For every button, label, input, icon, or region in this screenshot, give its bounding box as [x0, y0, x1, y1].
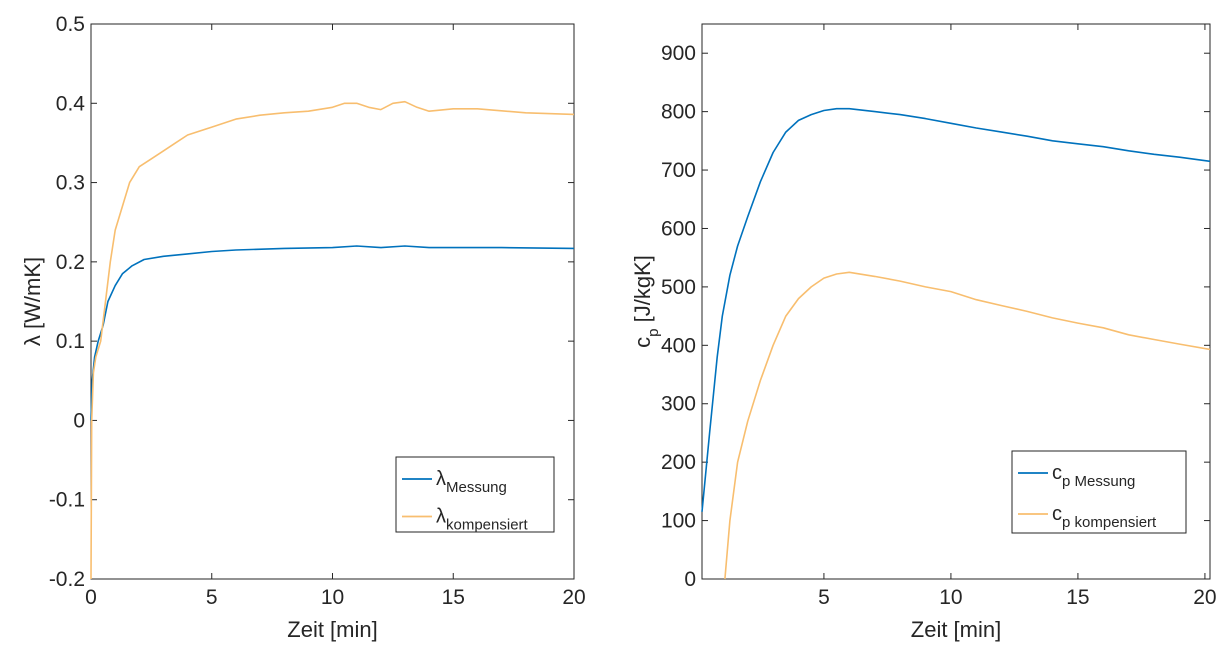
legend-box	[1011, 450, 1187, 534]
legend-entry-main: λ	[436, 468, 446, 490]
y-axis-label-unit: [J/kgK]	[630, 255, 655, 328]
y-tick-label: 0.5	[56, 13, 85, 36]
legend-entry-subscript: Messung	[446, 479, 507, 496]
x-tick-label: 20	[562, 586, 585, 609]
x-tick-label: 20	[1193, 586, 1216, 609]
y-tick-label: 400	[661, 334, 696, 357]
x-tick-label: 5	[818, 586, 830, 609]
y-tick-label: -0.2	[49, 568, 85, 591]
legend-entry-label: λMessung	[436, 468, 507, 496]
y-tick-label: 300	[661, 393, 696, 416]
series-line	[724, 271, 1211, 580]
y-tick-label: 900	[661, 42, 696, 65]
y-tick-label: 100	[661, 510, 696, 533]
y-tick-label: 800	[661, 101, 696, 124]
legend-entry-main: λ	[436, 506, 446, 528]
y-tick-label: 0.2	[56, 251, 85, 274]
y-tick-label: 0.3	[56, 172, 85, 195]
y-tick-label: 0	[73, 409, 85, 432]
y-axis-label: λ [W/mK]	[20, 257, 45, 346]
series-line	[90, 100, 575, 580]
series-lines	[90, 100, 575, 580]
lambda-chart-panel: 0 5 10 15 20 -0.2 -0.1 0 0.1 0.2 0.3 0.4 0.5 Zeit [m…	[20, 13, 586, 642]
y-axis-label: cp [J/kgK]	[630, 255, 662, 348]
x-tick-label: 5	[206, 586, 218, 609]
legend-box	[395, 456, 555, 533]
y-tick-label: 200	[661, 451, 696, 474]
y-tick-label: 700	[661, 159, 696, 182]
y-tick-label: 500	[661, 276, 696, 299]
legend-entry-subscript: p Messung	[1062, 473, 1135, 490]
x-tick-label: 15	[442, 586, 465, 609]
series-lines	[701, 107, 1211, 580]
y-tick-label: 0.1	[56, 330, 85, 353]
y-axis-label-subscript: p	[645, 329, 662, 337]
x-tick-label: 10	[939, 586, 962, 609]
y-tick-label: -0.1	[49, 489, 85, 512]
series-line	[701, 107, 1211, 512]
x-tick-label: 15	[1066, 586, 1089, 609]
x-tick-label: 0	[85, 586, 97, 609]
x-axis-label: Zeit [min]	[287, 617, 377, 642]
legend-entry-subscript: p kompensiert	[1062, 514, 1157, 531]
legend-entry-subscript: kompensiert	[446, 517, 529, 534]
y-tick-label: 600	[661, 217, 696, 240]
x-tick-label: 10	[321, 586, 344, 609]
axis-ticks: 0 5 10 15 20 -0.2 -0.1 0 0.1 0.2 0.3 0.4 0.5	[49, 13, 586, 609]
legend-entry-main: c	[1052, 462, 1062, 484]
y-tick-label: 0.4	[56, 92, 86, 115]
y-axis-label-main: c	[630, 337, 655, 348]
legend-entry-label: cp kompensiert	[1052, 503, 1157, 531]
legend-entry-label: cp Messung	[1052, 462, 1135, 490]
legend-entry-label: λkompensiert	[436, 506, 529, 534]
x-axis-label: Zeit [min]	[911, 617, 1001, 642]
legend-entry-main: c	[1052, 503, 1062, 525]
y-tick-label: 0	[684, 568, 696, 591]
